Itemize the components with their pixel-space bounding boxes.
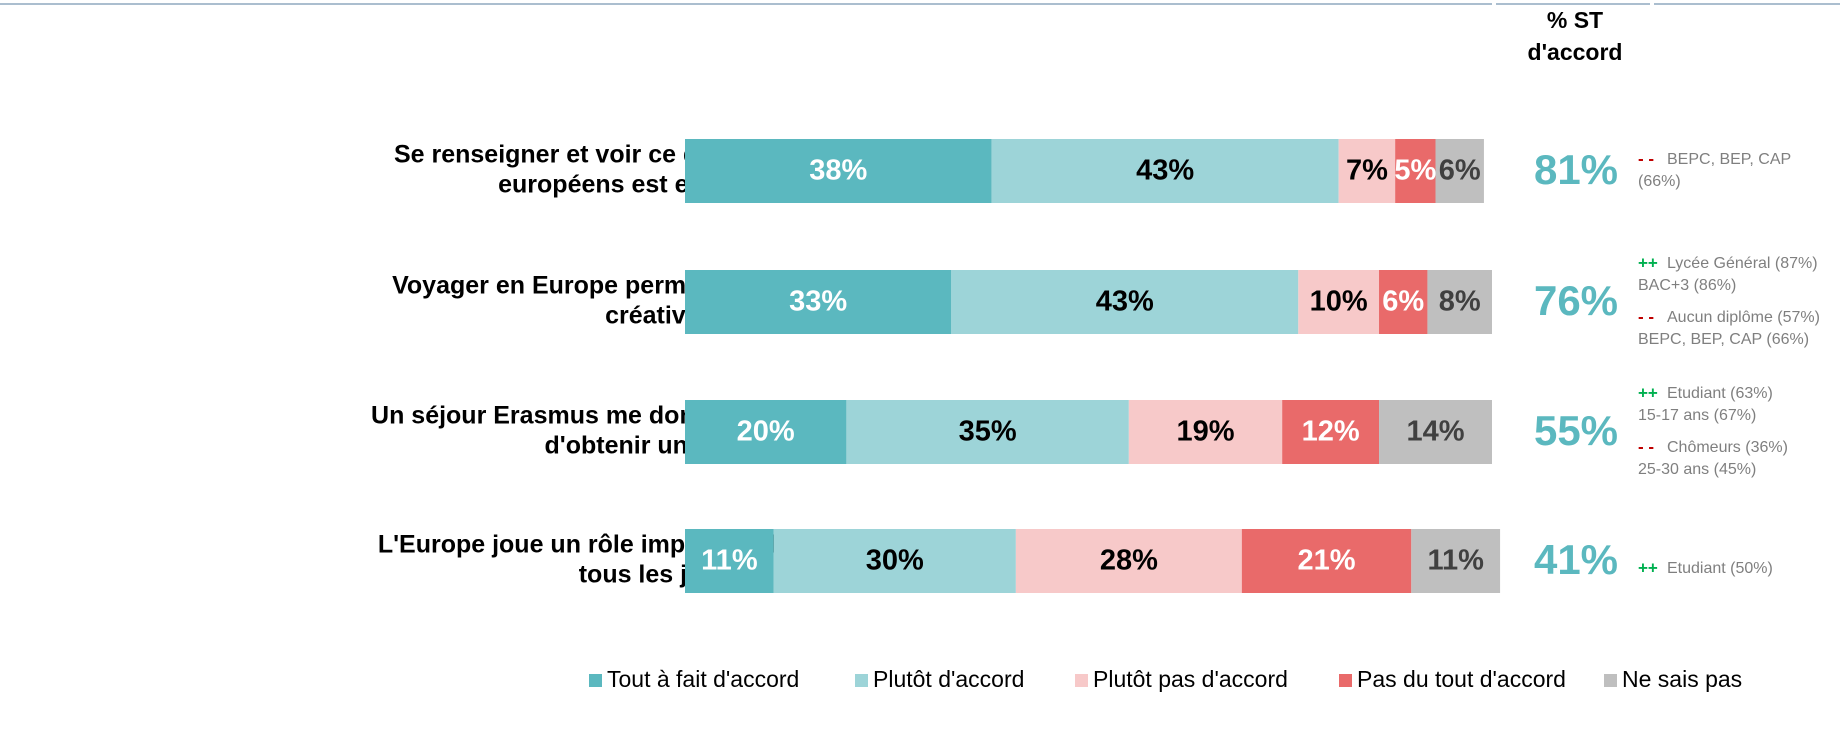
bar-label: 6% — [1382, 286, 1424, 318]
bar-segment — [685, 529, 774, 593]
bar-segment — [1395, 139, 1436, 203]
bar-segment — [1015, 529, 1242, 593]
bar-segment — [1435, 139, 1484, 203]
note-text: BEPC, BEP, CAP — [1667, 151, 1791, 168]
bar-label: 20% — [737, 416, 795, 448]
total-label: 81% — [1534, 146, 1618, 193]
bar-label: 5% — [1394, 155, 1436, 187]
bar-label: 19% — [1176, 416, 1234, 448]
bar-segment — [991, 139, 1339, 203]
bar-segment — [1241, 529, 1412, 593]
bar-segment — [1411, 529, 1501, 593]
note-sign: ++ — [1638, 253, 1658, 272]
bar-label: 11% — [1427, 545, 1484, 577]
bar-segment — [846, 400, 1129, 464]
note-text: BEPC, BEP, CAP (66%) — [1638, 331, 1809, 348]
note-text: (66%) — [1638, 173, 1681, 190]
legend-label: Ne sais pas — [1622, 666, 1742, 692]
bar-segment — [1379, 270, 1428, 334]
bar-label: 30% — [866, 545, 924, 577]
note-sign: ++ — [1638, 558, 1658, 577]
note-text: Chômeurs (36%) — [1667, 439, 1788, 456]
total-label: 41% — [1534, 536, 1618, 583]
bar-segment — [685, 270, 952, 334]
note-sign: - - — [1638, 149, 1654, 168]
bar-segment — [1379, 400, 1492, 464]
bar-segment — [1298, 270, 1380, 334]
legend-label: Pas du tout d'accord — [1357, 666, 1566, 692]
bar-segment — [1427, 270, 1492, 334]
bar-label: 7% — [1346, 155, 1388, 187]
bar-segment — [685, 139, 992, 203]
bar-label: 43% — [1096, 286, 1154, 318]
bar-label: 10% — [1310, 286, 1368, 318]
note-sign: - - — [1638, 307, 1654, 326]
note-text: Etudiant (50%) — [1667, 560, 1773, 577]
bar-label: 11% — [701, 545, 758, 577]
total-header: % ST — [1547, 7, 1603, 33]
bar-label: 38% — [809, 155, 867, 187]
bar-label: 12% — [1302, 416, 1360, 448]
total-label: 76% — [1534, 277, 1618, 324]
note-text: Etudiant (63%) — [1667, 385, 1773, 402]
legend-swatch — [1339, 674, 1352, 687]
total-header: d'accord — [1528, 39, 1623, 65]
bar-segment — [1128, 400, 1283, 464]
note-sign: ++ — [1638, 383, 1658, 402]
bar-label: 33% — [789, 286, 847, 318]
bar-segment — [1338, 139, 1396, 203]
bar-label: 14% — [1406, 416, 1464, 448]
bar-segment — [685, 400, 847, 464]
note-sign: - - — [1638, 437, 1654, 456]
note-text: BAC+3 (86%) — [1638, 277, 1736, 294]
bar-label: 35% — [959, 416, 1017, 448]
total-label: 55% — [1534, 407, 1618, 454]
legend-label: Plutôt d'accord — [873, 666, 1024, 692]
bar-label: 21% — [1298, 545, 1356, 577]
note-text: 15-17 ans (67%) — [1638, 407, 1756, 424]
bar-label: 8% — [1439, 286, 1481, 318]
legend-swatch — [1075, 674, 1088, 687]
note-text: Aucun diplôme (57%) — [1667, 309, 1820, 326]
legend-label: Tout à fait d'accord — [607, 666, 799, 692]
bar-segment — [773, 529, 1016, 593]
legend-swatch — [855, 674, 868, 687]
note-text: Lycée Général (87%) — [1667, 255, 1818, 272]
legend-swatch — [589, 674, 602, 687]
legend-swatch — [1604, 674, 1617, 687]
note-text: 25-30 ans (45%) — [1638, 461, 1756, 478]
bar-segment — [1282, 400, 1380, 464]
bar-segment — [951, 270, 1299, 334]
bar-label: 6% — [1439, 155, 1481, 187]
bar-label: 28% — [1100, 545, 1158, 577]
bar-label: 43% — [1136, 155, 1194, 187]
legend-label: Plutôt pas d'accord — [1093, 666, 1288, 692]
